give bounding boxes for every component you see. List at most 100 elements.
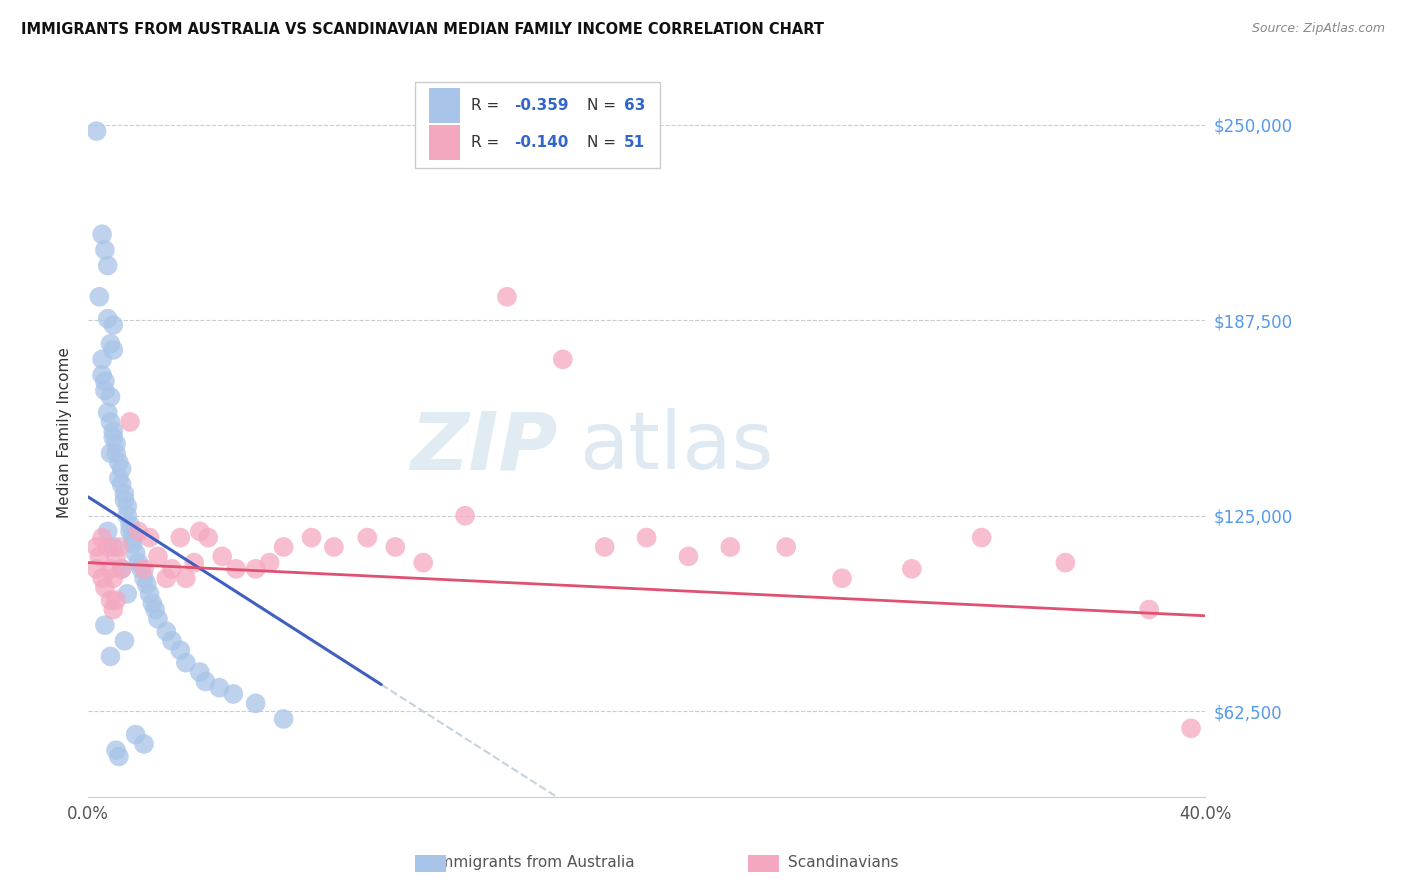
Text: -0.140: -0.140 (513, 135, 568, 150)
Point (111, 462, 134, 476)
Text: -0.359: -0.359 (513, 98, 568, 113)
Point (108, 540, 131, 554)
Point (322, 540, 344, 554)
Point (91, 571, 114, 585)
Point (831, 571, 853, 585)
Point (169, 531, 191, 545)
Point (183, 556, 205, 570)
Point (593, 540, 616, 554)
Point (94, 618, 117, 632)
Point (1137, 602, 1160, 616)
Text: Immigrants from Australia: Immigrants from Australia (434, 855, 634, 870)
Point (121, 537, 143, 551)
Bar (429, 125, 460, 160)
Point (94, 374, 117, 388)
Point (496, 290, 519, 304)
Point (121, 531, 143, 545)
Text: IMMIGRANTS FROM AUSTRALIA VS SCANDINAVIAN MEDIAN FAMILY INCOME CORRELATION CHART: IMMIGRANTS FROM AUSTRALIA VS SCANDINAVIA… (21, 22, 824, 37)
Point (132, 571, 155, 585)
Point (97, 540, 120, 554)
Point (86, 540, 108, 554)
Point (259, 556, 281, 570)
Point (356, 531, 378, 545)
Point (103, 343, 125, 357)
Point (100, 446, 122, 460)
Point (94, 581, 117, 595)
Point (138, 587, 160, 601)
Point (108, 456, 131, 470)
Point (118, 415, 141, 429)
Text: R =: R = (471, 98, 505, 113)
Point (94, 384, 117, 398)
Point (94, 243, 117, 257)
Point (103, 424, 125, 438)
Point (174, 571, 197, 585)
Point (114, 487, 136, 501)
Point (105, 446, 128, 460)
Point (194, 674, 217, 689)
Point (901, 562, 924, 576)
Point (124, 728, 146, 742)
Point (103, 318, 125, 332)
Point (678, 549, 700, 564)
Point (384, 540, 406, 554)
Point (108, 471, 131, 485)
Point (115, 508, 138, 523)
Point (105, 743, 128, 757)
Point (124, 546, 146, 560)
Point (135, 577, 157, 591)
Point (197, 531, 219, 545)
Text: atlas: atlas (579, 409, 773, 486)
Point (155, 624, 177, 639)
Point (100, 649, 122, 664)
Point (718, 540, 741, 554)
Point (105, 549, 128, 564)
Point (86, 124, 108, 138)
Y-axis label: Median Family Income: Median Family Income (58, 347, 72, 518)
Point (89, 290, 111, 304)
Point (100, 415, 122, 429)
Point (143, 602, 166, 616)
Point (103, 571, 125, 585)
Point (301, 531, 323, 545)
Point (141, 596, 163, 610)
Point (86, 562, 108, 576)
Point (454, 508, 477, 523)
Point (118, 524, 141, 539)
Point (97, 259, 120, 273)
Text: 51: 51 (624, 135, 645, 150)
Text: 63: 63 (624, 98, 645, 113)
Point (188, 665, 211, 679)
Point (91, 227, 114, 242)
Point (169, 643, 191, 657)
Point (118, 518, 141, 533)
Point (114, 633, 136, 648)
Point (245, 562, 267, 576)
Point (91, 531, 114, 545)
Point (208, 681, 231, 695)
Point (91, 352, 114, 367)
Point (636, 531, 658, 545)
Point (1180, 722, 1202, 736)
Point (97, 405, 120, 419)
Point (115, 500, 138, 514)
Point (127, 524, 149, 539)
Point (111, 477, 134, 491)
Point (970, 531, 993, 545)
Point (222, 687, 245, 701)
Point (412, 556, 434, 570)
Text: R =: R = (471, 135, 505, 150)
Point (100, 336, 122, 351)
Point (100, 562, 122, 576)
Point (111, 562, 134, 576)
Point (111, 562, 134, 576)
Point (103, 430, 125, 444)
Point (245, 696, 267, 710)
Point (155, 571, 177, 585)
Point (273, 712, 295, 726)
Point (127, 556, 149, 570)
Point (188, 524, 211, 539)
Point (103, 602, 125, 616)
Point (551, 352, 574, 367)
Bar (429, 88, 460, 123)
